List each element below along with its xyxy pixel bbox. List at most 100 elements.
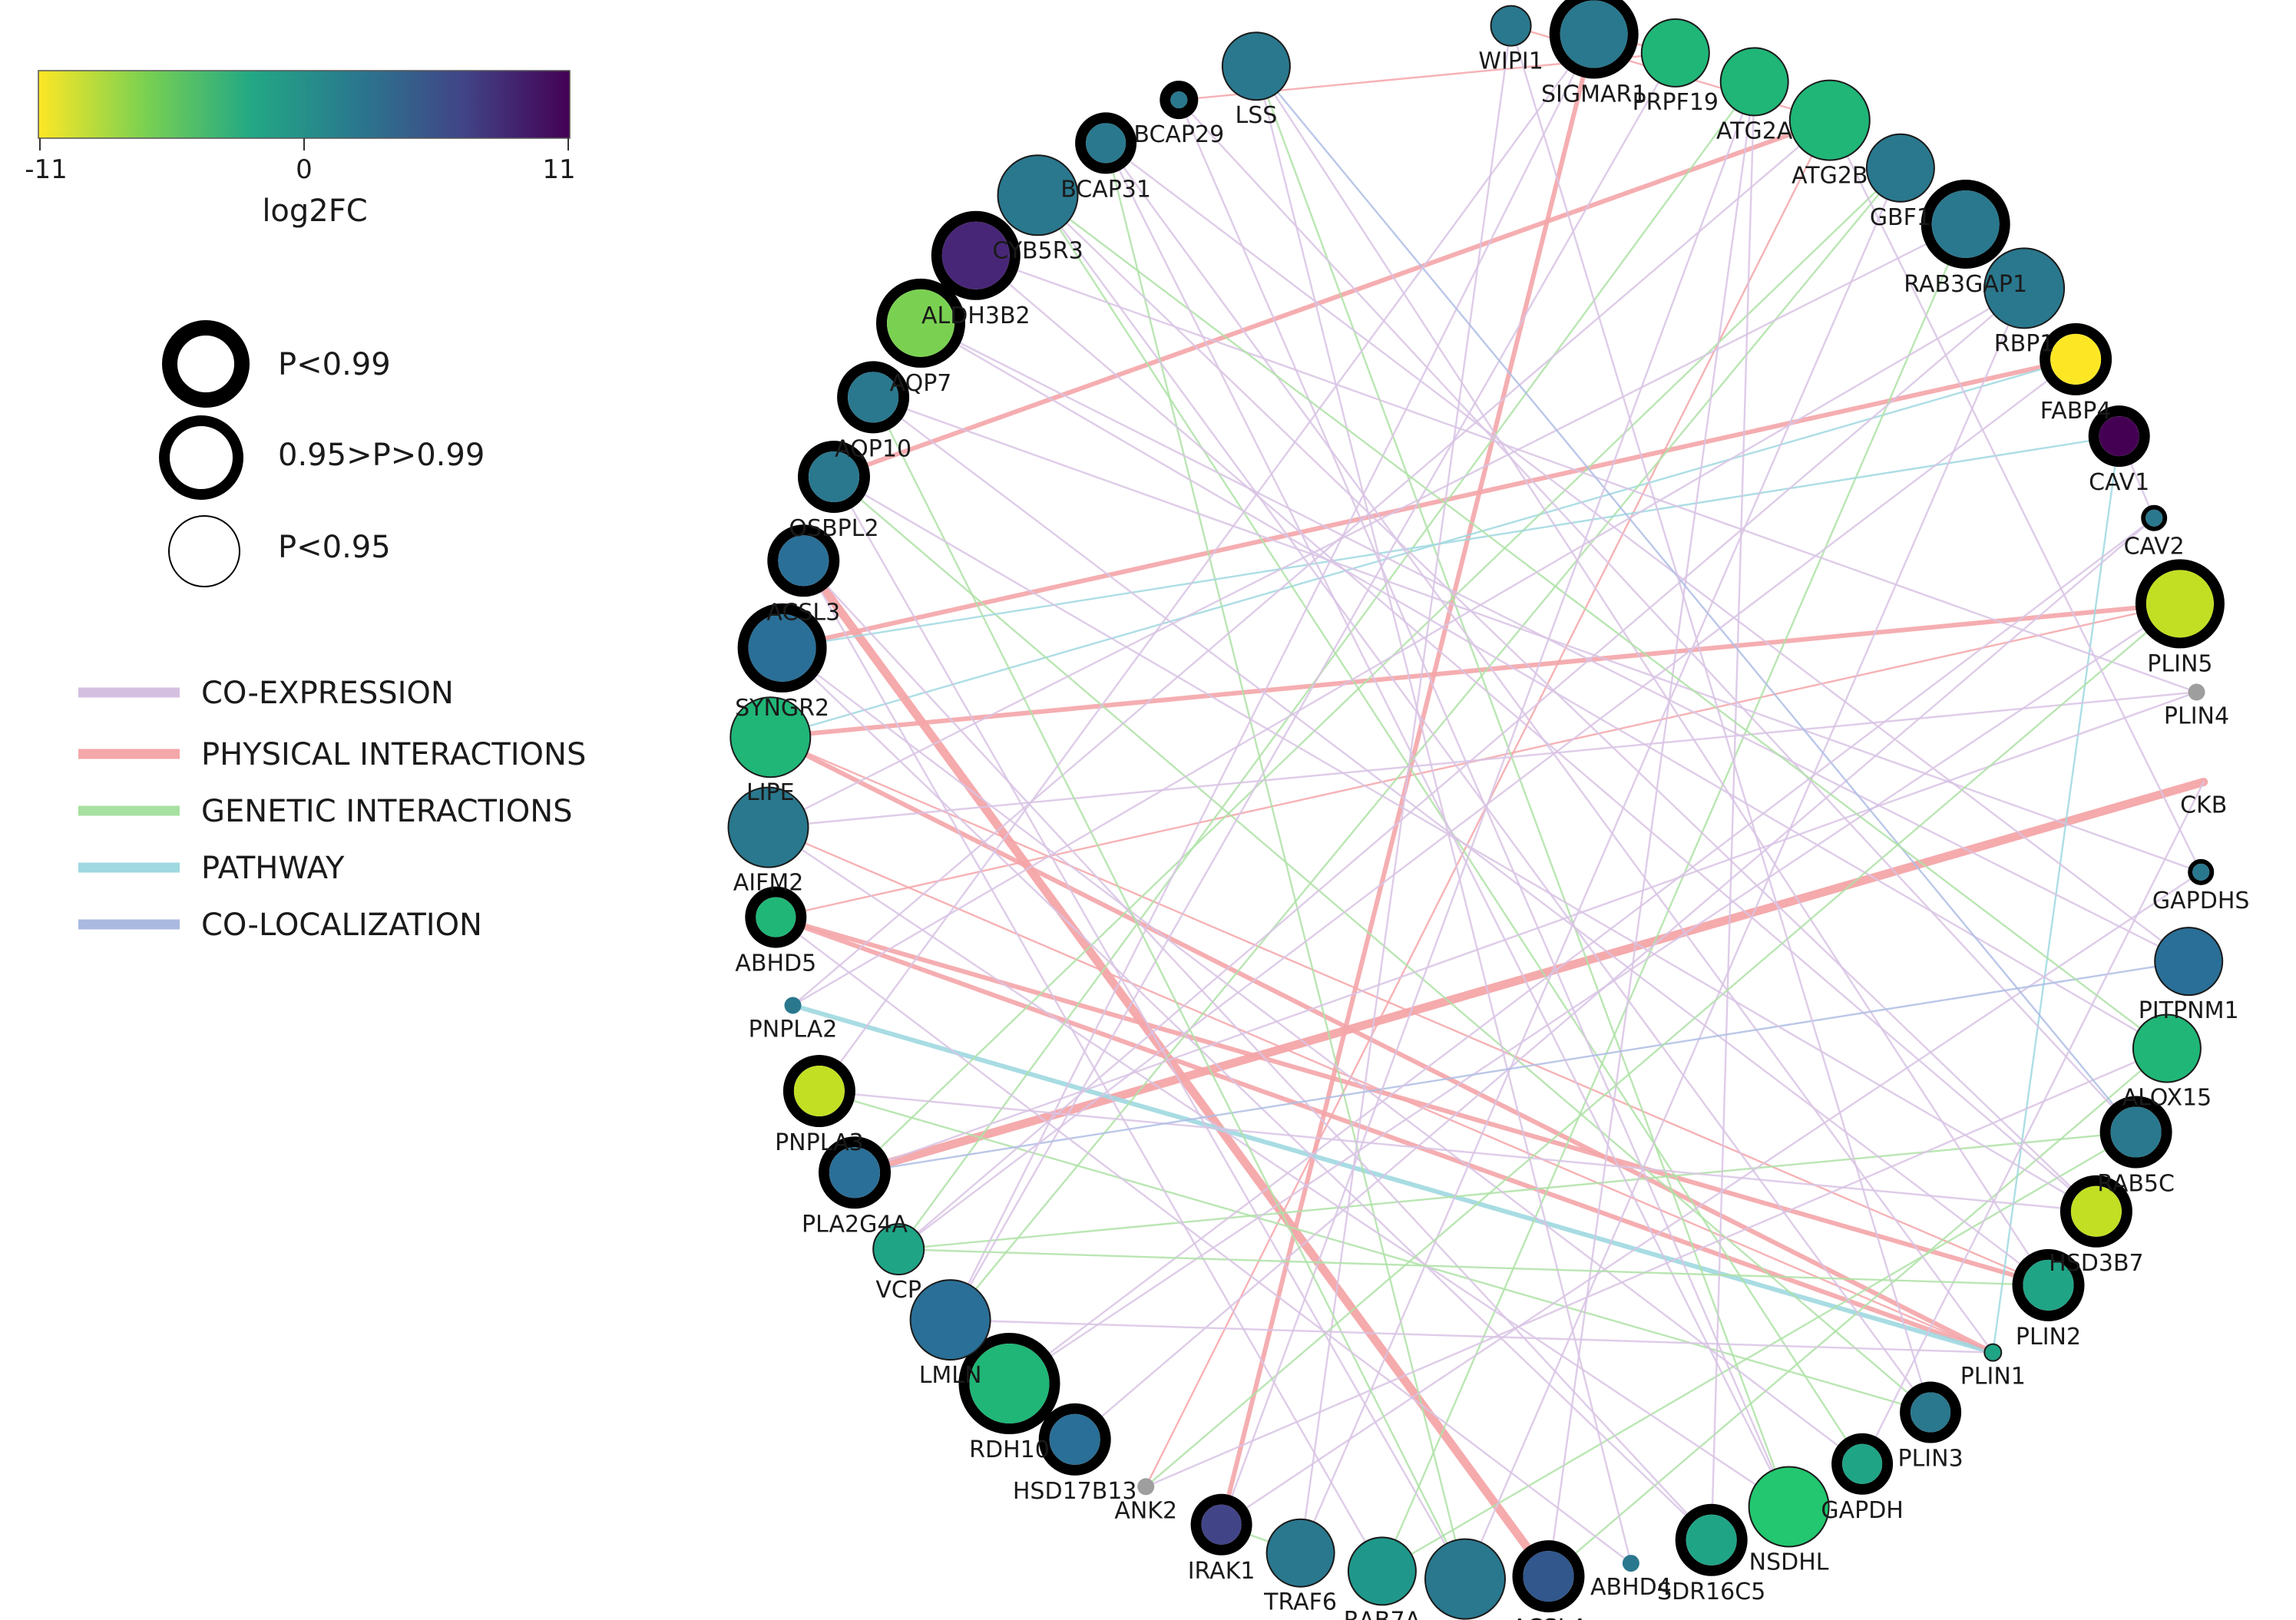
node-nsdhl[interactable]	[1748, 1466, 1830, 1548]
node-label: PLIN4	[2164, 703, 2229, 730]
edge-physical	[773, 914, 2051, 1288]
node-label: AIFM2	[733, 870, 804, 897]
node-label: BCAP31	[1060, 176, 1151, 203]
node-alox15[interactable]	[2132, 1013, 2202, 1083]
edge-coexpression	[781, 646, 1712, 1542]
node-rab3gap1[interactable]	[1931, 190, 2000, 258]
node-acsl4[interactable]	[1523, 1551, 1574, 1602]
node-plin4[interactable]	[2188, 683, 2205, 701]
colorbar-gradient	[38, 70, 571, 139]
node-plin2[interactable]	[2023, 1259, 2074, 1311]
node-wipi1[interactable]	[1490, 5, 1532, 47]
node-lss[interactable]	[1221, 31, 1291, 101]
node-ring	[1038, 1403, 1111, 1476]
node-rab5c[interactable]	[2110, 1106, 2162, 1158]
node-abhd4[interactable]	[1622, 1555, 1639, 1572]
node-acsl3[interactable]	[778, 535, 829, 587]
node-plin5[interactable]	[2145, 570, 2214, 638]
edge-coexpression	[949, 33, 1595, 1321]
node-cav1[interactable]	[2099, 416, 2139, 457]
node-sdr16c5[interactable]	[1686, 1514, 1737, 1565]
node-label: VCP	[875, 1277, 921, 1304]
node-label: PLIN1	[1960, 1364, 2026, 1390]
node-syngr2[interactable]	[748, 613, 816, 682]
node-plin1[interactable]	[1983, 1343, 2003, 1362]
node-abhd5[interactable]	[756, 897, 796, 937]
node-rbp1[interactable]	[1983, 247, 2066, 329]
node-ring	[1160, 81, 1199, 120]
edge-coexpression	[919, 322, 2169, 1050]
node-hsd17b13[interactable]	[1049, 1413, 1100, 1465]
node-gapdh[interactable]	[1842, 1443, 1883, 1484]
node-aldh3b2[interactable]	[941, 221, 1010, 289]
node-ring	[876, 278, 965, 368]
node-prpf19[interactable]	[1640, 18, 1710, 88]
node-label: HSD17B13	[1013, 1478, 1137, 1505]
legend-edge-label: GENETIC INTERACTIONS	[201, 794, 573, 829]
node-pitpnm1[interactable]	[2154, 927, 2224, 997]
node-rdh10[interactable]	[969, 1344, 1050, 1423]
node-lipe[interactable]	[729, 696, 812, 779]
edge-colocalization	[1255, 64, 2137, 1133]
node-label: RAB3GAP1	[1904, 271, 2027, 298]
node-label: PNPLA3	[775, 1129, 864, 1156]
edge-coexpression	[1255, 64, 1633, 1565]
node-irak1[interactable]	[1201, 1504, 1242, 1545]
legend-significance-label: 0.95>P>0.99	[278, 438, 485, 473]
colorbar-title: log2FC	[262, 193, 367, 229]
edge-type-legend: CO-EXPRESSION PHYSICAL INTERACTIONS GENE…	[78, 676, 586, 943]
edge-genetic	[1255, 64, 1790, 1508]
node-gbf1[interactable]	[1865, 133, 1935, 203]
node-label: AQP7	[890, 370, 952, 397]
node-lmln[interactable]	[909, 1279, 991, 1361]
node-pnpla2[interactable]	[784, 997, 802, 1014]
node-ring	[1675, 1503, 1748, 1576]
node-atg2b[interactable]	[1788, 79, 1871, 161]
node-label: PITPNM1	[2139, 997, 2239, 1024]
node-label: SIGMAR1	[1541, 81, 1646, 108]
node-ring	[2135, 559, 2225, 649]
node-aqp10[interactable]	[848, 372, 899, 423]
node-pnpla3[interactable]	[793, 1066, 845, 1116]
node-cav2[interactable]	[2145, 509, 2163, 527]
node-label: ACSL3	[766, 599, 840, 626]
node-aifm2[interactable]	[727, 786, 809, 868]
node-cyb5r3[interactable]	[997, 154, 1079, 236]
edge-coexpression	[1074, 517, 2155, 1441]
node-fabp4[interactable]	[2050, 333, 2102, 385]
edge-coexpression	[1510, 25, 1932, 1413]
node-ring	[819, 1136, 891, 1209]
node-gapdhs[interactable]	[2192, 863, 2210, 881]
edge-physical	[768, 601, 2182, 740]
edge-physical	[832, 117, 1832, 479]
node-hsd3b7[interactable]	[2070, 1185, 2122, 1237]
node-aqp7[interactable]	[887, 289, 954, 357]
edge-genetic	[832, 475, 1932, 1413]
node-bcap31[interactable]	[1086, 123, 1126, 164]
legend-ring-medium	[159, 415, 243, 500]
edge-coexpression	[1464, 287, 2026, 1580]
colorbar-legend: -11 0 11 log2FC	[25, 70, 576, 229]
node-ank2[interactable]	[1137, 1478, 1155, 1496]
node-plin3[interactable]	[1911, 1392, 1951, 1433]
node-sigmar1[interactable]	[1560, 0, 1628, 68]
node-label: RAB7A	[1344, 1607, 1421, 1620]
node-label: GBF1	[1870, 204, 1931, 231]
colorbar-min-label: -11	[25, 154, 68, 185]
edge-coexpression	[1008, 603, 2182, 1385]
node-traf6[interactable]	[1265, 1518, 1335, 1588]
node-label: BCAP29	[1133, 121, 1224, 148]
node-rab7a[interactable]	[1347, 1536, 1417, 1606]
node-atg2a[interactable]	[1719, 47, 1789, 117]
node-bcap29[interactable]	[1170, 91, 1188, 109]
node-ckap4[interactable]	[1424, 1538, 1506, 1620]
edge-colocalization	[853, 960, 2190, 1174]
node-vcp[interactable]	[872, 1223, 925, 1276]
edge-coexpression	[1220, 81, 1755, 1526]
edge-genetic	[872, 396, 1467, 1580]
node-ring	[2099, 1096, 2172, 1169]
node-osbpl2[interactable]	[809, 451, 859, 502]
node-pla2g4a[interactable]	[829, 1147, 880, 1198]
edge-coexpression	[1299, 25, 1512, 1554]
